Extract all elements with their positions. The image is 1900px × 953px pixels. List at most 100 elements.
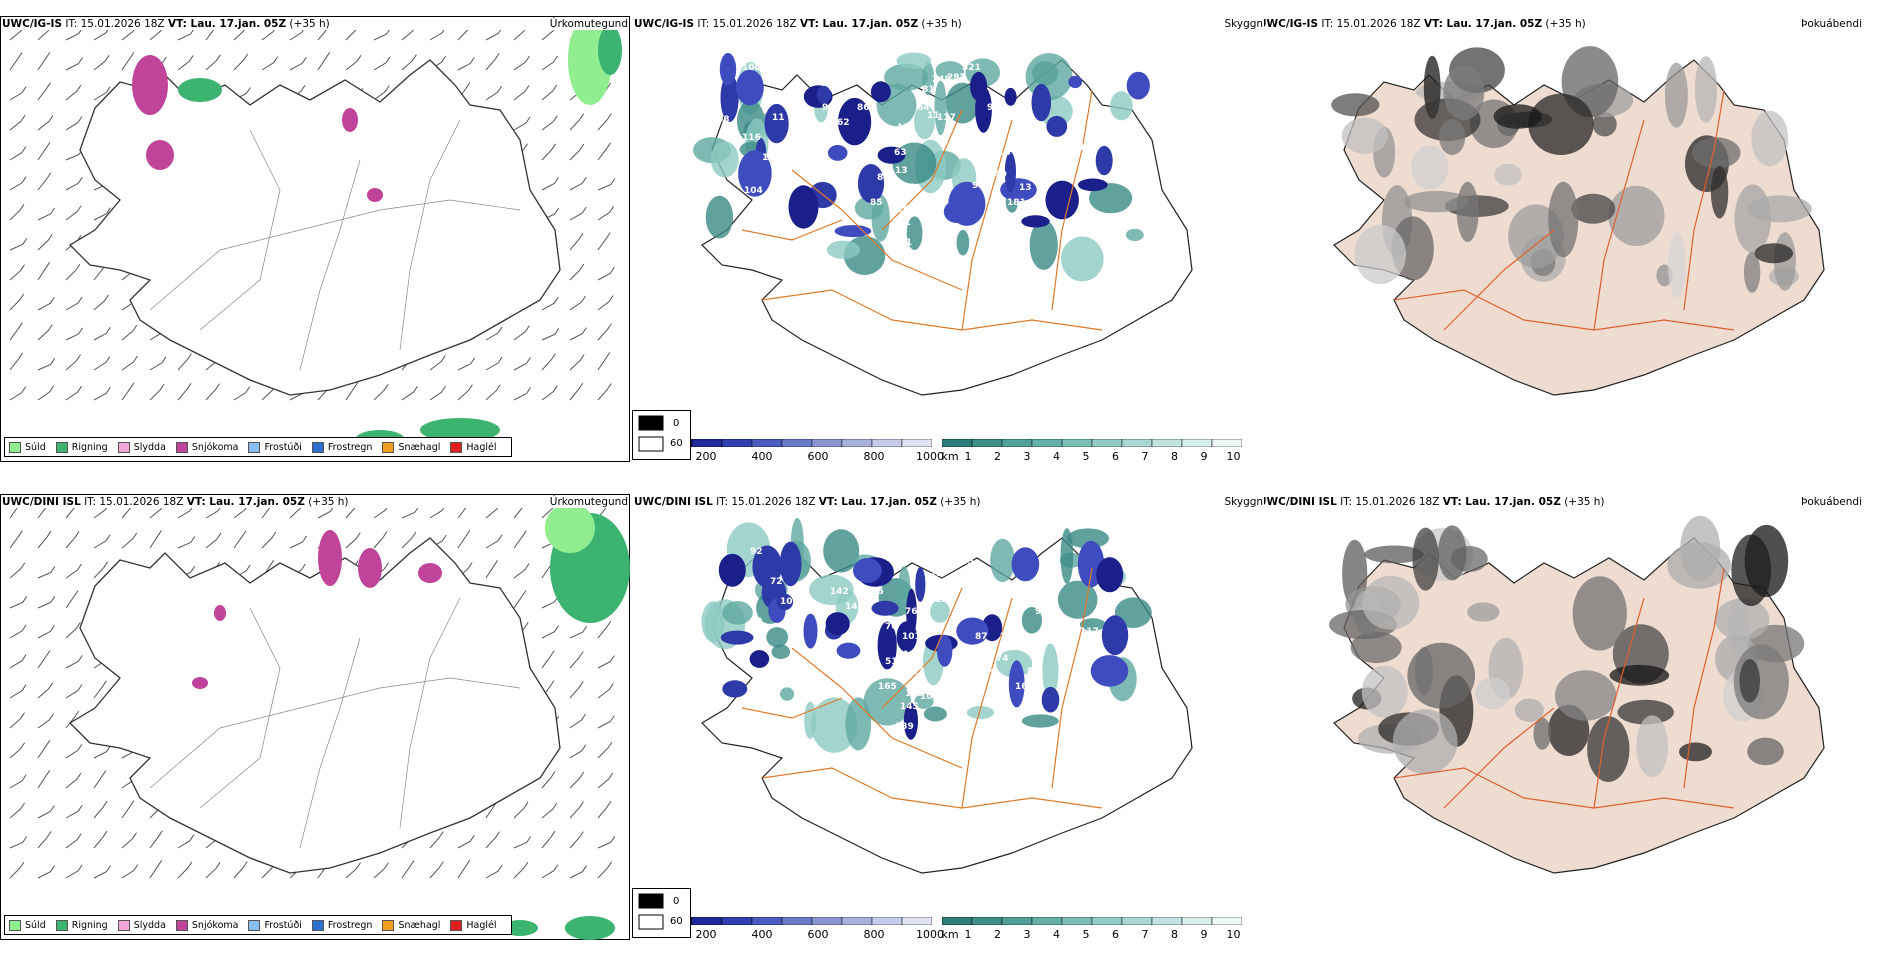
visibility-area xyxy=(1125,228,1144,241)
legend-swatch xyxy=(311,919,324,931)
cloudbase-value-label: 104 xyxy=(744,186,763,196)
legend-label: Frostregn xyxy=(327,441,373,453)
fog-area xyxy=(1587,716,1630,782)
colorbar-swatch xyxy=(1031,438,1063,448)
fog-legend: 0 60 xyxy=(632,410,691,460)
wind-barb xyxy=(93,561,109,579)
wind-barb xyxy=(9,712,25,729)
colorbar-tick: 600 xyxy=(807,928,829,941)
fog-area xyxy=(1439,119,1466,155)
wind-barb xyxy=(93,387,111,401)
wind-barb xyxy=(9,176,27,191)
wind-barb xyxy=(401,508,419,519)
cloudbase-value-label: 121 xyxy=(1027,635,1046,645)
wind-barb xyxy=(373,862,389,879)
colorbar-tick: 400 xyxy=(751,450,773,463)
fog-area xyxy=(1533,717,1552,750)
visibility-colorbar: km 1 2 3 4 5 6 7 8 9 10 xyxy=(941,437,1243,464)
wind-barb xyxy=(597,352,611,371)
fog-area xyxy=(1493,104,1542,129)
init-label: IT: xyxy=(716,496,729,508)
cloudbase-area xyxy=(779,541,802,587)
cloudbase-value-label: 76 xyxy=(905,607,918,617)
wind-barb xyxy=(9,654,27,669)
legend-label: Snæhagl xyxy=(398,441,441,453)
colorbar-tick: 200 xyxy=(695,928,717,941)
wind-barb xyxy=(233,508,247,519)
wind-barb xyxy=(205,383,220,401)
valid-time: VT: Lau. 17.jan. 05Z xyxy=(799,18,919,30)
wind-barb xyxy=(569,651,584,669)
wind-barb xyxy=(345,508,356,519)
wind-barb xyxy=(37,566,56,579)
fog-area xyxy=(1407,642,1475,709)
visibility-area xyxy=(1079,618,1106,631)
legend-item: Frostúði xyxy=(248,919,302,931)
wind-barb xyxy=(65,531,80,549)
precip-panel-title: Úrkomutegund xyxy=(549,18,628,30)
wind-barb xyxy=(513,55,530,71)
colorbar-swatch xyxy=(811,438,843,448)
colorbar-tick: 10 xyxy=(1226,928,1241,941)
cloudbase-value-label: 11 xyxy=(927,111,940,121)
fog-area xyxy=(1412,527,1439,591)
fog-indicator-panel: UWC/DINI ISL IT: 15.01.2026 18Z VT: Lau.… xyxy=(1264,478,1896,953)
init-label: IT: xyxy=(84,496,97,508)
wind-barb xyxy=(93,86,111,101)
precip-area xyxy=(418,563,442,583)
colorbar-swatch xyxy=(721,438,753,448)
wind-barb xyxy=(37,508,47,519)
visibility-area xyxy=(826,240,861,259)
valid-time: VT: Lau. 17.jan. 05Z xyxy=(818,496,937,508)
wind-barb xyxy=(37,297,55,311)
wind-barb xyxy=(541,84,558,101)
wind-barb xyxy=(401,860,415,879)
wind-barb xyxy=(37,82,51,101)
colorbar-swatch xyxy=(781,438,813,448)
legend-item: Snæhagl xyxy=(382,441,441,453)
colorbar-tick: 600 xyxy=(807,450,829,463)
legend-item: Súld xyxy=(9,441,46,453)
wind-barb xyxy=(37,865,55,879)
cloudbase-area xyxy=(720,73,739,122)
precip-type-legend: Súld Rigning Slydda Snjókoma Frostúði Frostre… xyxy=(4,437,512,457)
cloudbase-value-label: 75 xyxy=(730,226,743,236)
precip-area xyxy=(342,108,358,132)
visibility-area xyxy=(809,574,854,605)
wind-barb xyxy=(569,233,584,251)
wind-barb xyxy=(9,508,18,519)
model-name: UWC/IG-IS xyxy=(1264,18,1319,30)
cloud-panel-title: Skyggni xyxy=(1224,18,1265,30)
colorbar-tick: 8 xyxy=(1171,450,1178,463)
wind-barb xyxy=(233,386,251,401)
fog-area xyxy=(1747,737,1784,766)
wind-barb xyxy=(149,508,163,519)
wind-barb xyxy=(597,861,613,879)
cloudbase-area xyxy=(776,593,794,611)
colorbar-tick: 400 xyxy=(751,928,773,941)
legend-swatch xyxy=(9,441,21,453)
colorbar-swatch xyxy=(1121,916,1153,926)
wind-barb xyxy=(569,177,587,191)
cloudbase-area xyxy=(1046,115,1068,137)
colorbar-tick: 2 xyxy=(994,928,1001,941)
fog-area xyxy=(1608,185,1665,246)
wind-barb xyxy=(9,203,25,221)
wind-barb xyxy=(457,530,471,549)
wind-barb xyxy=(65,622,81,639)
legend-label: Haglél xyxy=(466,441,497,453)
fog-area xyxy=(1362,575,1420,630)
wind-barb xyxy=(65,354,81,371)
wind-barb xyxy=(597,620,612,639)
visibility-area xyxy=(811,697,858,753)
visibility-area xyxy=(1114,597,1152,628)
fog-legend-low: 0 xyxy=(673,418,680,429)
cloudbase-value-label: 63 xyxy=(894,148,907,158)
cloudbase-area xyxy=(838,97,872,146)
legend-item: Frostregn xyxy=(311,441,373,453)
cloudbase-value-label: 13 xyxy=(1019,183,1032,193)
wind-barb xyxy=(541,353,556,371)
wind-barb xyxy=(37,172,52,191)
wind-barb xyxy=(457,860,471,879)
wind-barb xyxy=(9,802,26,819)
